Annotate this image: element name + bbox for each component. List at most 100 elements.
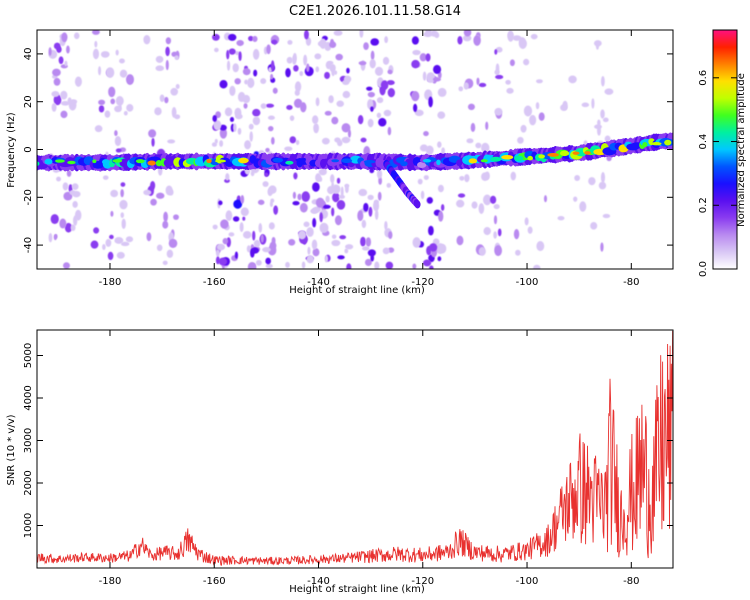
heatmap-cell (228, 232, 235, 237)
heatmap-cell (233, 199, 243, 209)
heatmap-cell (163, 211, 168, 222)
colorbar-tick-label: 0.4 (698, 134, 709, 150)
heatmap-cell (74, 76, 82, 87)
heatmap-cell (547, 152, 559, 157)
heatmap-cell (363, 202, 369, 212)
heatmap-cell (268, 185, 277, 194)
heatmap-cell (357, 210, 364, 222)
heatmap-cell (420, 190, 425, 200)
heatmap-cell (115, 96, 124, 106)
heatmap-cell (219, 79, 228, 89)
heatmap-cell (212, 114, 218, 122)
heatmap-cell (295, 158, 307, 162)
heatmap-cell (226, 49, 230, 60)
heatmap-cell (572, 151, 580, 155)
x-tick-label: -140 (307, 576, 330, 587)
heatmap-cell (358, 61, 367, 66)
heatmap-cell (174, 55, 179, 60)
heatmap-cell (110, 210, 114, 217)
heatmap-cell (110, 98, 116, 105)
heatmap-cell (333, 30, 343, 36)
heatmap-cell (304, 30, 309, 40)
heatmap-cell (483, 194, 492, 206)
heatmap-panel: -180 -160 -140 -120 -100 -80 40 20 0 -20 -40 Heig… (6, 29, 674, 296)
heatmap-cell (246, 245, 251, 253)
heatmap-cell (260, 78, 267, 85)
heatmap-cell (215, 249, 220, 257)
heatmap-cell (119, 199, 128, 210)
heatmap-cell (306, 255, 314, 264)
heatmap-cell (341, 158, 353, 164)
heatmap-cell (71, 183, 79, 190)
heatmap-cell (50, 214, 59, 225)
heatmap-cell (119, 58, 125, 64)
heatmap-cell (271, 236, 276, 245)
heatmap-cell (62, 182, 69, 191)
heatmap-cell (116, 251, 125, 259)
colorbar-label: Normalized spectral amplitude (736, 73, 747, 227)
heatmap-cell (219, 128, 228, 139)
heatmap-cell (598, 181, 607, 190)
heatmap-cell (604, 135, 611, 143)
heatmap-cell (518, 38, 527, 49)
heatmap-cell (143, 189, 152, 196)
snr-series (37, 330, 673, 566)
heatmap-cell (102, 159, 110, 165)
heatmap-cell (601, 75, 605, 87)
heatmap-cell (285, 261, 290, 268)
heatmap-cell (270, 198, 275, 203)
heatmap-cell (374, 261, 380, 269)
heatmap-cell (425, 53, 431, 62)
heatmap-cell (419, 144, 428, 152)
x-tick-label: -160 (203, 277, 226, 288)
heatmap-cell (218, 257, 228, 266)
heatmap-cell (467, 103, 475, 111)
heatmap-cell (167, 139, 176, 144)
heatmap-cell (533, 264, 541, 269)
heatmap-cell (382, 56, 390, 65)
heatmap-cell (234, 251, 239, 259)
heatmap-cell (271, 137, 275, 145)
heatmap-cell (360, 137, 367, 143)
heatmap-cell (165, 37, 172, 45)
heatmap-cell (384, 220, 388, 231)
heatmap-cell (248, 35, 254, 42)
heatmap-cell (98, 66, 102, 76)
heatmap-cell (284, 146, 293, 152)
heatmap-cell (385, 261, 394, 269)
y-tick-label: 20 (23, 95, 34, 108)
heatmap-cell (341, 136, 351, 144)
heatmap-cell (315, 97, 320, 107)
heatmap-cell (422, 259, 432, 267)
heatmap-cell (588, 177, 596, 186)
heatmap-cell (462, 34, 472, 42)
heatmap-cell (64, 222, 73, 233)
heatmap-cell (270, 73, 274, 80)
heatmap-cell (214, 47, 219, 53)
heatmap-cell (458, 86, 464, 92)
heatmap-cell (228, 33, 237, 41)
heatmap-cell (244, 140, 252, 150)
heatmap-cell (232, 63, 239, 73)
heatmap-cell (67, 97, 72, 105)
x-tick-label: -180 (99, 277, 122, 288)
heatmap-cell (387, 69, 393, 75)
heatmap-cell (596, 148, 601, 154)
heatmap-cell (125, 236, 134, 243)
heatmap-cell (54, 159, 65, 163)
heatmap-cell (437, 87, 447, 97)
heatmap-cell (292, 191, 297, 199)
heatmap-cell (229, 85, 236, 96)
heatmap-cell (384, 36, 389, 44)
heatmap-cell (166, 249, 174, 258)
colorbar-frame (712, 29, 738, 270)
heatmap-cell (422, 158, 432, 163)
heatmap-cell (414, 200, 421, 209)
heatmap-cell (168, 238, 178, 249)
heatmap-cell (287, 40, 293, 45)
heatmap-cell (591, 98, 595, 109)
heatmap-cell (373, 199, 379, 204)
heatmap-cell (219, 140, 224, 147)
heatmap-cell (110, 189, 119, 198)
heatmap-cell (135, 159, 145, 164)
